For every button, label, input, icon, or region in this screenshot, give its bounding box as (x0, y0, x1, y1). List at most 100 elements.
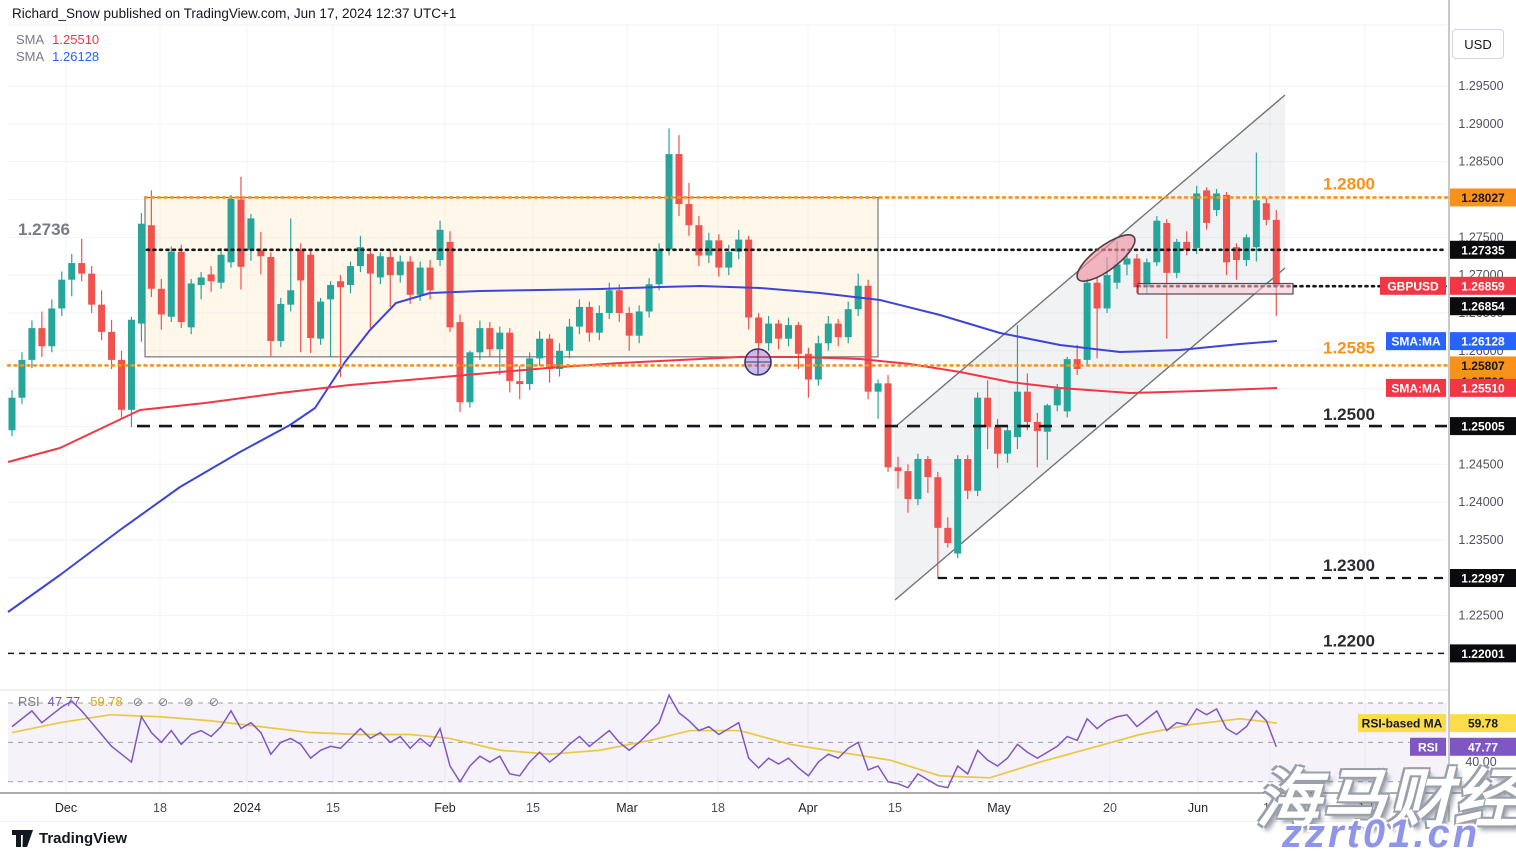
candle-body (526, 358, 534, 385)
candle-body (635, 311, 643, 336)
candle-body (1063, 359, 1071, 412)
candle-body (645, 284, 653, 312)
price-tick: 1.24500 (1458, 457, 1503, 471)
support-1-2500-label: 1.2500 (1323, 405, 1375, 424)
pink-zone-rect[interactable] (1137, 282, 1294, 295)
sma1-label[interactable]: SMA (16, 32, 45, 47)
svg-text:RSI-based MA: RSI-based MA (1362, 717, 1443, 731)
date-tick-Feb: Feb (434, 801, 456, 815)
anchor-point-marker[interactable] (744, 348, 772, 376)
candlestick-series[interactable] (8, 128, 1280, 579)
candle-body (506, 332, 514, 382)
rsi-band (8, 703, 1447, 782)
bottom-toolbar: TradingView (0, 822, 1516, 857)
candle-body (108, 331, 116, 360)
sma2-label[interactable]: SMA (16, 49, 45, 64)
sma-blue-line[interactable] (7, 285, 1278, 613)
price-tick: 1.29500 (1458, 79, 1503, 93)
axis-chip-47.77: 47.77 (1450, 737, 1516, 756)
axis-chip-1.26854: 1.26854 (1450, 297, 1516, 316)
axis-chip-1.22997: 1.22997 (1450, 569, 1516, 588)
candle-body (665, 154, 673, 250)
date-tick-2024: 2024 (233, 801, 261, 815)
candle-body (177, 251, 185, 323)
date-tick-Mar: Mar (616, 801, 638, 815)
axis-chip-1.26859: 1.26859 (1450, 276, 1516, 295)
candle-body (675, 154, 683, 205)
date-tick-Dec: Dec (55, 801, 77, 815)
candle-body (1013, 391, 1021, 438)
candle-body (466, 352, 474, 403)
candle-body (227, 198, 235, 263)
candle-body (1083, 282, 1091, 360)
svg-text:GBPUSD: GBPUSD (1387, 279, 1439, 293)
candle-body (1023, 391, 1031, 422)
candle-body (197, 277, 205, 285)
pink-ellipse[interactable] (1071, 227, 1141, 288)
price-tick: 1.23500 (1458, 533, 1503, 547)
candle-body (327, 284, 335, 300)
tradingview-logo-icon (12, 830, 33, 847)
candle-body (297, 250, 305, 281)
svg-text:1.25807: 1.25807 (1461, 359, 1505, 373)
svg-text:1.26128: 1.26128 (1461, 335, 1505, 349)
price-tick: 1.28500 (1458, 155, 1503, 169)
rsi-label[interactable]: RSI (18, 694, 40, 709)
sma-red-line[interactable] (7, 356, 1278, 463)
candle-body (167, 251, 175, 317)
candle-body (1004, 430, 1011, 454)
svg-text:1.22001: 1.22001 (1461, 647, 1505, 661)
price-tick: 1.24000 (1458, 495, 1503, 509)
candle-body (1093, 282, 1101, 309)
candle-body (88, 273, 96, 305)
candle-body (974, 397, 982, 491)
candle-body (1252, 200, 1260, 248)
tradingview-brand[interactable]: TradingView (12, 830, 127, 847)
candle-body (894, 467, 902, 472)
candle-body (775, 323, 783, 339)
candle-body (346, 266, 354, 285)
price-scale[interactable]: 1.295001.290001.285001.275001.270001.265… (1358, 0, 1516, 822)
currency-unit-button[interactable]: USD (1452, 29, 1504, 59)
date-tick-20: 20 (1103, 801, 1117, 815)
candle-body (1043, 405, 1051, 432)
candle-body (337, 281, 345, 288)
candle-body (486, 328, 494, 350)
axis-chip-1.28027: 1.28027 (1450, 188, 1516, 207)
candle-body (705, 240, 713, 256)
candle-body (58, 279, 66, 309)
tradingview-logo-text: TradingView (39, 830, 128, 847)
candle-body (1123, 258, 1131, 265)
rsi-action-icons[interactable]: ⊘ ⊘ ⊘ ⊘ (132, 695, 225, 709)
candle-body (207, 274, 215, 282)
candle-body (386, 256, 394, 276)
candle-body (416, 267, 424, 295)
candle-body (1272, 219, 1280, 286)
series-tag-GBPUSD: GBPUSD (1380, 276, 1446, 295)
candle-body (406, 261, 414, 295)
gridlines (8, 24, 1447, 793)
candle-body (595, 312, 603, 333)
candle-body (536, 338, 544, 359)
candle-body (874, 383, 882, 392)
candle-body (1073, 359, 1081, 369)
rsi-pane[interactable] (0, 689, 1516, 789)
rsi-value: 47.77 (47, 694, 81, 709)
candle-body (356, 247, 364, 267)
svg-text:1.25510: 1.25510 (1461, 381, 1505, 395)
candle-body (426, 267, 434, 291)
candle-body (1163, 222, 1171, 273)
candle-body (655, 249, 663, 285)
candle-body (1153, 220, 1161, 263)
support-1-2300-label: 1.2300 (1323, 556, 1375, 575)
date-tick-15: 15 (888, 801, 902, 815)
candle-body (1033, 421, 1041, 432)
rsi-legend: RSI 47.77 59.78 ⊘ ⊘ ⊘ ⊘ (18, 694, 225, 709)
candle-body (814, 343, 822, 380)
date-tick-18: 18 (711, 801, 725, 815)
candle-body (685, 204, 693, 226)
candle-body (725, 251, 733, 268)
candle-body (267, 256, 275, 341)
